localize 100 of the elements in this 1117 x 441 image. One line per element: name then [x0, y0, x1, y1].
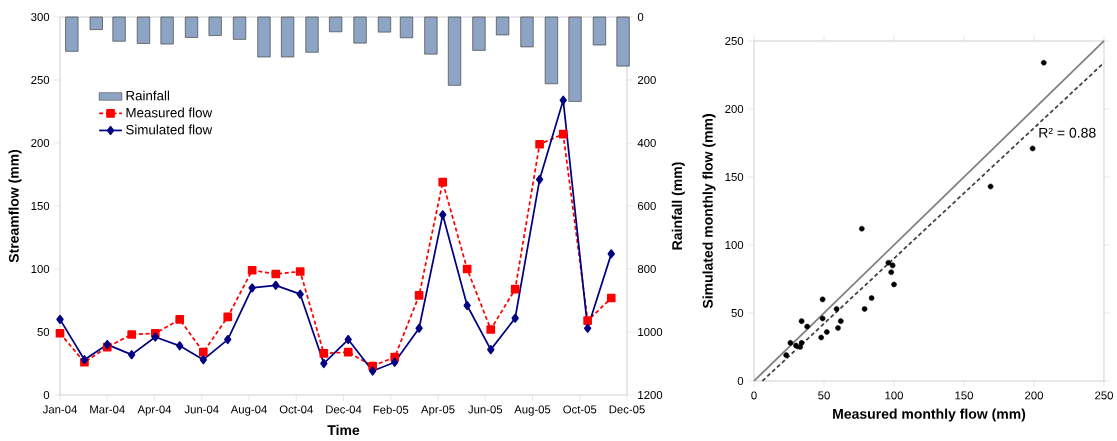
bar — [257, 16, 271, 58]
bar — [305, 16, 319, 53]
bar — [65, 16, 79, 52]
bar — [112, 16, 126, 42]
bar — [520, 16, 534, 48]
x-tick-label: Dec-04 — [326, 405, 362, 414]
point — [344, 334, 352, 345]
bar — [232, 16, 247, 40]
point — [835, 325, 841, 331]
x-tick-label: Jun-04 — [184, 405, 219, 414]
point — [248, 283, 256, 293]
point — [838, 318, 844, 324]
bar — [184, 16, 199, 38]
point — [176, 341, 184, 351]
point — [175, 315, 185, 324]
point — [558, 129, 568, 139]
bar — [377, 16, 392, 33]
y2-tick-label: 1200 — [638, 390, 663, 399]
legend-label: Measured flow — [126, 107, 213, 118]
y2-tick-label: 200 — [637, 75, 656, 84]
point — [127, 330, 137, 339]
y-tick-label: 100 — [725, 240, 744, 249]
point — [223, 312, 233, 322]
point — [487, 345, 495, 355]
point — [559, 95, 567, 105]
x-tick-label: Aug-05 — [514, 405, 551, 416]
legend-label: Simulated flow — [126, 124, 213, 135]
x-tick-label: Apr-04 — [137, 405, 172, 416]
point — [885, 259, 892, 266]
point — [511, 313, 519, 323]
x-tick-label: Jun-05 — [468, 405, 503, 414]
y-tick-label: 100 — [31, 264, 50, 273]
point — [151, 332, 159, 342]
point — [199, 347, 208, 357]
point — [535, 139, 544, 149]
point — [1040, 59, 1047, 66]
x-tick-label: Mar-04 — [90, 405, 125, 414]
x-tick-label: Jan-04 — [42, 405, 78, 414]
y2-tick-label: 800 — [637, 264, 656, 273]
y-tick-label: 150 — [725, 172, 744, 181]
point — [824, 329, 830, 335]
bar — [399, 16, 414, 39]
point — [804, 323, 811, 330]
y-tick-label: 0 — [737, 376, 744, 385]
annotation: R² = 0.88 — [1039, 127, 1096, 138]
point — [368, 366, 377, 376]
y-axis-title: Streamflow (mm) — [8, 149, 22, 263]
point — [787, 340, 794, 346]
x-tick-label: 0 — [751, 391, 757, 400]
x-tick-label: Feb-05 — [373, 405, 409, 414]
point — [861, 306, 868, 312]
y2-tick-label: 0 — [637, 12, 644, 21]
point — [798, 318, 805, 324]
point — [987, 183, 994, 190]
bar — [353, 16, 367, 44]
x-tick-label: Dec-05 — [609, 405, 645, 414]
point — [271, 269, 281, 279]
point — [415, 323, 423, 333]
point — [891, 281, 897, 288]
bar — [424, 16, 438, 55]
bar — [592, 16, 607, 46]
point — [819, 315, 826, 322]
x-tick-label: Apr-05 — [421, 405, 455, 416]
bar — [136, 16, 151, 44]
bar — [447, 16, 462, 86]
y-tick-label: 150 — [31, 201, 50, 210]
y-tick-label: 200 — [725, 104, 744, 113]
x-tick-label: Oct-05 — [563, 405, 597, 414]
point — [295, 267, 305, 276]
bar — [495, 16, 510, 36]
point — [783, 352, 790, 358]
bar — [544, 16, 558, 85]
point — [535, 174, 544, 185]
bar — [568, 16, 582, 102]
point — [868, 295, 875, 301]
point — [819, 296, 826, 303]
y-tick-label: 50 — [731, 308, 744, 317]
point — [199, 355, 207, 365]
point — [438, 177, 448, 187]
point — [583, 316, 592, 325]
bar — [160, 16, 174, 45]
point — [247, 265, 257, 275]
x-tick-label: 100 — [885, 391, 903, 400]
bar — [89, 16, 103, 30]
point — [224, 334, 232, 345]
y-tick-label: 250 — [725, 36, 744, 45]
point — [320, 358, 328, 369]
point — [343, 347, 353, 357]
point — [296, 289, 304, 299]
y-tick-label: 300 — [31, 12, 50, 21]
y2-tick-label: 1000 — [638, 327, 663, 336]
y-tick-label: 50 — [37, 327, 50, 336]
x-tick-label: 50 — [818, 391, 830, 400]
bar — [208, 16, 222, 36]
y-tick-label: 200 — [31, 138, 50, 147]
bar — [616, 16, 630, 67]
point — [391, 357, 399, 367]
point — [859, 225, 865, 232]
x-tick-label: 200 — [1025, 391, 1043, 400]
point — [833, 306, 840, 312]
